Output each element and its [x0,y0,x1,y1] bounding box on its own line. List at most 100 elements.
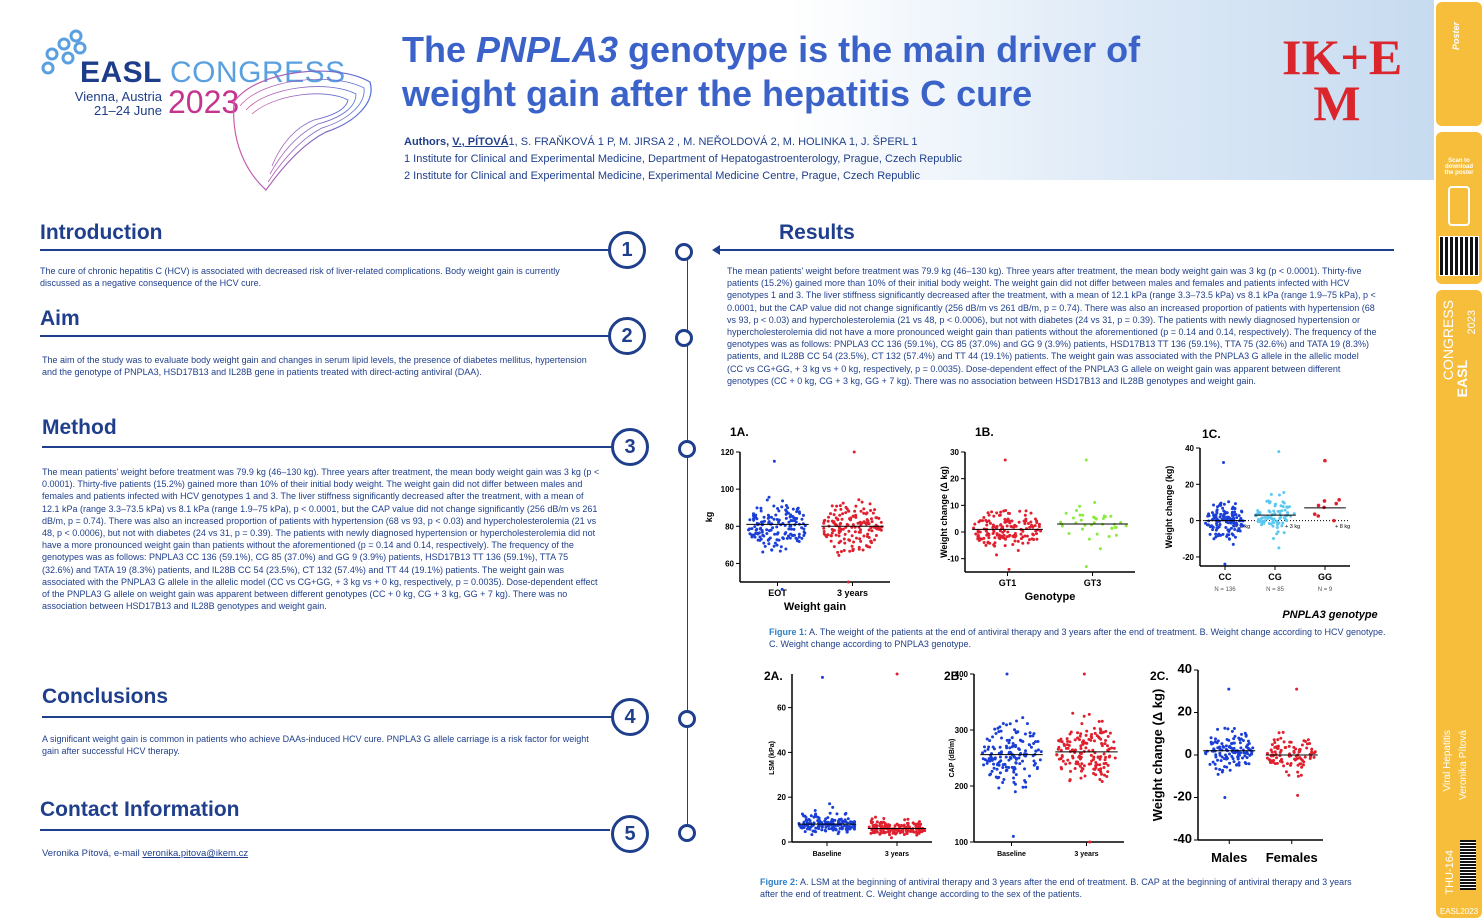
data-point [1236,529,1240,533]
data-point [1008,755,1012,759]
data-point [840,825,844,829]
data-point [1235,763,1239,767]
section-number-1: 1 [608,231,646,269]
x-category-label: EOT [768,588,787,598]
data-point [995,763,999,767]
data-point [995,553,999,557]
data-point [1033,762,1037,766]
barcode [1460,840,1476,890]
data-point [829,534,833,538]
data-point [765,531,769,535]
data-point [1036,748,1040,752]
data-point [1334,501,1339,506]
data-point [1001,763,1005,767]
y-tick-label: 20 [1185,480,1194,489]
data-point [1067,743,1071,747]
data-point [1230,741,1234,745]
data-point [1017,748,1021,752]
data-point [1215,526,1219,530]
data-point [1241,524,1245,528]
data-point [1001,765,1005,769]
data-point [758,535,762,539]
data-point [1071,711,1075,715]
data-point [1015,731,1019,735]
data-point [982,745,986,749]
aim-text: The aim of the study was to evaluate bod… [42,355,587,378]
data-point [1221,745,1225,749]
data-point [1003,537,1007,541]
data-point [1018,762,1022,766]
qr-code[interactable] [1439,236,1479,276]
data-point [787,534,791,538]
data-point [1308,757,1312,761]
data-point [1243,754,1247,758]
data-point [800,526,804,530]
data-point [897,823,901,827]
data-point [788,536,792,540]
results-text: The mean patients' weight before treatme… [727,266,1377,386]
data-point [748,518,752,522]
data-point [775,543,779,547]
data-point [1073,748,1077,752]
data-point [1227,687,1231,691]
data-point [852,450,856,454]
data-point [1277,450,1281,454]
conclusions-divider [42,716,612,718]
data-point [1029,511,1033,515]
data-point [882,820,886,824]
data-point [838,827,842,831]
data-point [901,828,905,832]
data-point [832,528,836,532]
data-point [805,827,809,831]
data-point [999,510,1003,514]
data-point [784,512,788,516]
data-point [1076,731,1080,735]
data-point [1302,760,1306,764]
data-point [1039,750,1043,754]
data-point [1037,525,1041,529]
data-point [1312,751,1316,755]
data-point [1013,728,1017,732]
first-author: V., PÍTOVÁ [452,136,509,148]
data-point [767,542,771,546]
data-point [987,745,991,749]
x-category-label: CC [1219,572,1232,582]
data-point [1031,734,1035,738]
data-point [1096,755,1100,759]
contact-email-link[interactable]: veronika.pitova@ikem.cz [142,848,249,859]
data-point [1277,493,1281,497]
data-point [848,538,852,542]
data-point [822,526,826,530]
data-point [870,821,874,825]
data-point [1078,734,1082,738]
data-point [988,773,992,777]
data-point [1114,525,1118,529]
phone-icon [1448,186,1470,226]
data-point [1300,743,1304,747]
data-point [1219,533,1223,537]
data-point [759,509,763,513]
easl-hex-logo-icon [41,29,87,75]
data-point [1106,749,1110,753]
data-point [1093,731,1097,735]
data-point [852,825,856,829]
data-point [1230,532,1234,536]
data-point [1059,748,1063,752]
data-point [875,825,879,829]
data-point [870,529,874,533]
y-tick-label: 60 [777,704,786,713]
introduction-text: The cure of chronic hepatitis C (HCV) is… [40,266,560,289]
data-point [990,510,994,514]
data-point [1100,772,1104,776]
data-point [774,513,778,517]
data-point [1079,732,1083,736]
data-point [867,825,871,829]
data-point [862,511,866,515]
data-point [1310,750,1314,754]
data-point [1082,714,1086,718]
data-point [1225,535,1229,539]
data-point [1099,737,1103,741]
data-point [800,812,804,816]
data-point [791,507,795,511]
data-point [844,511,848,515]
